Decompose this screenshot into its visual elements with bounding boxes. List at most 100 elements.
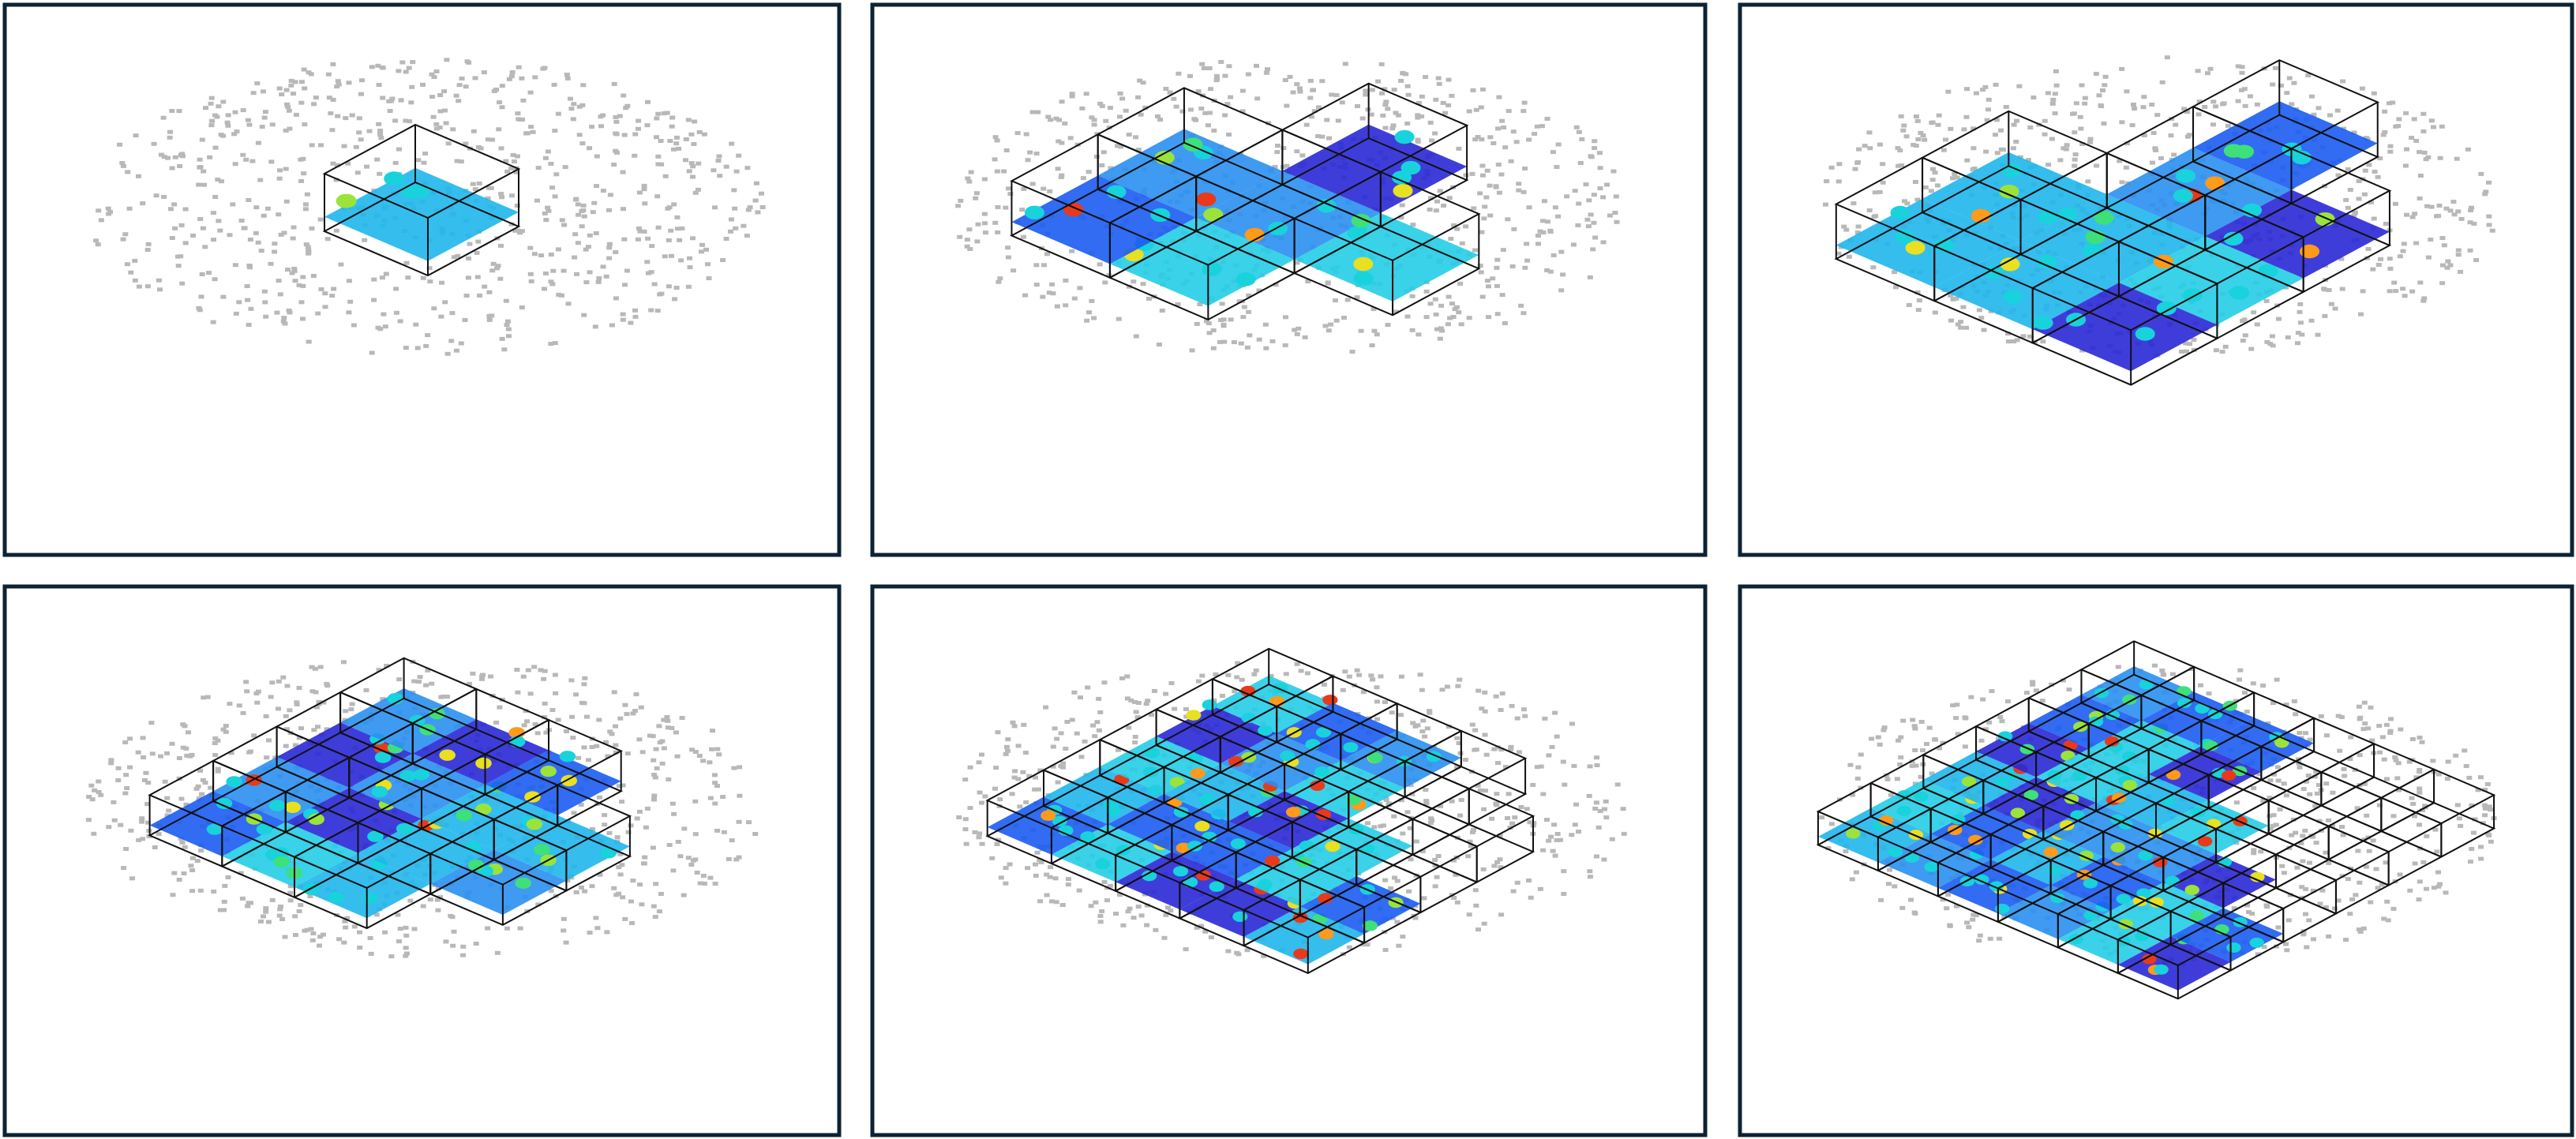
scan-point [1355,104,1360,108]
scan-point [1369,343,1375,347]
scan-point [624,103,631,108]
scan-point [1479,137,1485,142]
scan-point [2297,765,2303,770]
scan-point [1225,673,1232,677]
scan-point [2072,152,2079,157]
scan-point [1097,262,1103,267]
scan-point [707,796,714,800]
scan-point [624,751,631,756]
scan-point [1202,929,1209,934]
scan-point [399,60,406,65]
scan-point [1544,117,1550,121]
occupancy-spot [1353,257,1374,272]
scan-point [2052,111,2058,116]
scan-point [277,292,283,297]
scan-point [1003,866,1009,871]
scan-point [2102,83,2108,88]
scan-point [1544,268,1550,272]
scan-point [2361,700,2368,705]
scan-point [403,925,409,930]
scan-point [2132,107,2138,111]
scan-point [135,750,141,755]
scan-point [2053,83,2060,88]
scan-point [1398,78,1404,83]
scan-point [979,800,984,805]
scan-point [318,287,324,291]
scan-point [958,198,964,203]
scan-point [655,154,662,159]
scan-point [1427,709,1433,714]
scan-point [183,746,189,751]
scan-point [992,220,999,225]
scan-point [1473,747,1479,752]
scan-point [2382,109,2388,114]
occupancy-spot [1961,776,1977,787]
scan-point [1520,109,1527,114]
scan-point [1356,673,1363,677]
scan-point [1113,912,1119,916]
scan-point [2424,204,2430,208]
scan-point [2400,249,2406,253]
scan-point [288,83,294,88]
scan-point [609,732,615,736]
scan-point [1825,846,1832,851]
scan-point [1055,167,1061,171]
scan-point [614,835,621,840]
scan-point [1483,195,1490,200]
scan-point [1528,895,1534,900]
scan-point [2343,938,2349,942]
scan-point [1432,297,1438,302]
scan-point [444,351,451,356]
scan-point [403,946,409,950]
scan-point [559,293,564,298]
scan-point [1922,185,1929,189]
scan-point [119,161,126,165]
scan-point [475,239,482,244]
scan-point [2347,757,2353,762]
scan-point [1060,761,1067,766]
scan-point [2284,948,2290,953]
scan-point [1256,288,1262,293]
scan-point [666,777,672,781]
scan-point [1206,331,1213,335]
scan-point [152,845,158,849]
scan-point [1222,113,1228,118]
scan-point [1091,118,1097,122]
scan-point [721,830,727,834]
scan-point [212,753,219,757]
scan-point [2304,945,2310,950]
scan-point [530,129,536,134]
scan-point [641,861,647,866]
scan-point [2260,684,2267,688]
scan-point [2323,905,2329,909]
occupancy-spot [2132,896,2148,907]
scan-point [576,104,583,109]
scan-point [613,743,619,747]
scan-point [427,897,433,902]
scan-point [1003,744,1010,749]
scan-point [343,925,349,930]
scan-point [2281,781,2287,786]
scan-point [474,275,481,279]
scan-point [671,811,677,816]
scan-point [416,680,422,684]
scan-point [2299,885,2305,890]
scan-point [1490,276,1496,281]
scan-point [2316,783,2322,787]
scan-point [1003,881,1009,886]
scan-point [1524,258,1531,263]
scan-point [641,229,647,234]
scan-point [1854,776,1861,781]
scan-point [2468,208,2474,212]
scan-point [463,141,469,146]
scan-point [301,67,307,72]
scan-point [201,169,207,174]
occupancy-spot [2149,897,2164,908]
scan-point [1382,103,1389,107]
scan-point [1415,113,1421,118]
scan-point [2240,319,2246,323]
scan-point [2372,170,2378,174]
scan-point [573,692,579,697]
scan-point [1382,700,1388,704]
scan-point [741,223,747,228]
